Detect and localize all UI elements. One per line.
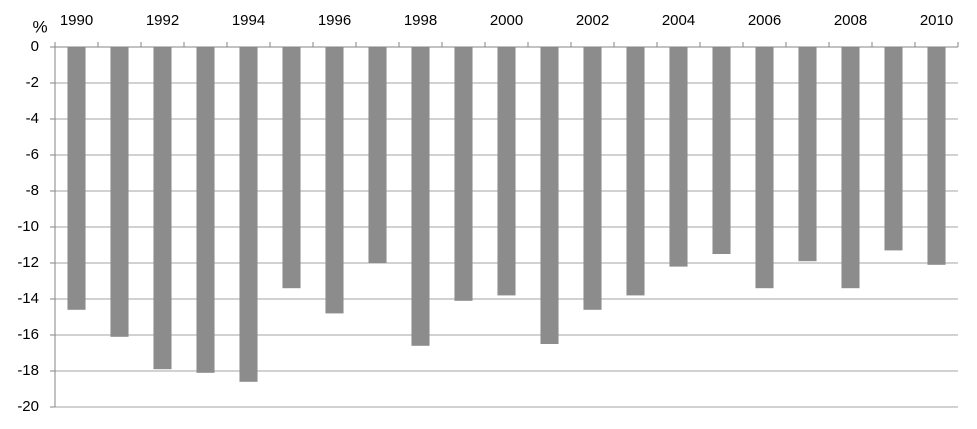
bar bbox=[626, 47, 645, 296]
y-tick-label: -8 bbox=[26, 182, 39, 199]
bar bbox=[841, 47, 860, 289]
y-tick-label: -14 bbox=[17, 290, 39, 307]
x-tick-label: 2000 bbox=[490, 12, 523, 29]
bar bbox=[67, 47, 86, 310]
x-tick-label: 2010 bbox=[920, 12, 953, 29]
y-tick-label: -16 bbox=[17, 326, 39, 343]
bar bbox=[196, 47, 215, 373]
x-tick-label: 2008 bbox=[834, 12, 867, 29]
bar bbox=[927, 47, 946, 265]
bar bbox=[325, 47, 344, 314]
y-tick-label: -20 bbox=[17, 398, 39, 415]
bar bbox=[110, 47, 129, 337]
bar bbox=[153, 47, 172, 370]
y-tick-label: -10 bbox=[17, 218, 39, 235]
bar bbox=[411, 47, 430, 346]
y-tick-label: 0 bbox=[31, 38, 39, 55]
bar bbox=[239, 47, 258, 382]
bar bbox=[798, 47, 817, 262]
bar bbox=[669, 47, 688, 267]
y-axis-label: % bbox=[32, 17, 47, 36]
x-tick-label: 1992 bbox=[146, 12, 179, 29]
y-tick-label: -18 bbox=[17, 362, 39, 379]
x-tick-label: 1990 bbox=[60, 12, 93, 29]
x-tick-label: 2002 bbox=[576, 12, 609, 29]
y-tick-label: -12 bbox=[17, 254, 39, 271]
x-tick-label: 2004 bbox=[662, 12, 695, 29]
x-tick-label: 1998 bbox=[404, 12, 437, 29]
y-tick-label: -6 bbox=[26, 146, 39, 163]
y-tick-label: -4 bbox=[26, 110, 39, 127]
bar bbox=[884, 47, 903, 251]
bar bbox=[497, 47, 516, 296]
bar bbox=[583, 47, 602, 310]
bar bbox=[368, 47, 387, 263]
bar bbox=[712, 47, 731, 254]
x-tick-label: 1996 bbox=[318, 12, 351, 29]
x-tick-label: 2006 bbox=[748, 12, 781, 29]
x-tick-label: 1994 bbox=[232, 12, 265, 29]
bar bbox=[755, 47, 774, 289]
bar bbox=[454, 47, 473, 301]
bar bbox=[282, 47, 301, 289]
y-tick-label: -2 bbox=[26, 74, 39, 91]
bar bbox=[540, 47, 559, 344]
